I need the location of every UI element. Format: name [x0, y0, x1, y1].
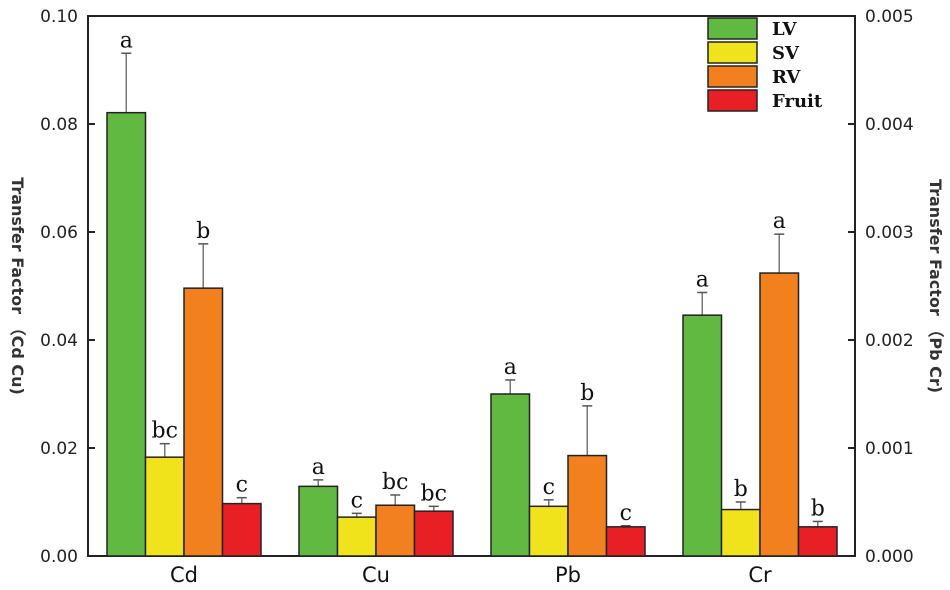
- y-axis-label-right: Transfer Factor （Pb Cr): [926, 179, 945, 393]
- y-tick-label-left: 0.04: [40, 331, 78, 351]
- significance-label: c: [351, 488, 363, 513]
- legend-swatch-lv: [707, 17, 758, 40]
- plot-frame: [87, 15, 856, 557]
- y-tick-label-left: 0.10: [40, 7, 78, 27]
- y-tick-label-right: 0.004: [865, 115, 914, 135]
- significance-label: b: [811, 496, 825, 521]
- significance-label: c: [543, 475, 555, 500]
- significance-label: a: [120, 28, 133, 53]
- significance-label: bc: [421, 481, 447, 506]
- significance-label: b: [734, 477, 748, 502]
- legend-label-rv: RV: [772, 67, 801, 88]
- y-tick-label-right: 0.002: [865, 331, 914, 351]
- y-axis-label-left: Transfer Factor （Cd Cu): [8, 177, 27, 395]
- bar-lv-cd: [106, 111, 147, 557]
- bar-fruit-cu: [413, 510, 454, 557]
- bar-rv-pb: [567, 454, 608, 557]
- legend-label-lv: LV: [772, 19, 798, 40]
- bar-sv-cd: [144, 456, 185, 557]
- significance-label: a: [696, 267, 709, 292]
- y-tick-label-right: 0.001: [865, 439, 914, 459]
- bar-rv-cd: [183, 287, 224, 557]
- bar-rv-cr: [759, 272, 800, 557]
- y-tick-label-left: 0.00: [40, 547, 78, 567]
- significance-label: a: [773, 209, 786, 234]
- significance-label: a: [312, 455, 325, 480]
- legend-label-fruit: Fruit: [772, 91, 823, 112]
- x-tick-label-cd: Cd: [170, 563, 198, 587]
- significance-label: bc: [382, 470, 408, 495]
- y-tick-label-left: 0.02: [40, 439, 78, 459]
- significance-label: c: [236, 473, 248, 498]
- bar-lv-pb: [490, 393, 531, 557]
- bar-fruit-cr: [797, 526, 838, 557]
- y-tick-label-right: 0.003: [865, 223, 914, 243]
- significance-label: c: [620, 501, 632, 526]
- x-tick-label-pb: Pb: [555, 563, 581, 587]
- x-tick-label-cr: Cr: [748, 563, 772, 587]
- bar-sv-cr: [720, 508, 761, 557]
- bar-lv-cu: [298, 485, 339, 557]
- bar-fruit-pb: [605, 526, 646, 557]
- legend-swatch-fruit: [707, 89, 758, 112]
- bar-fruit-cd: [221, 502, 262, 557]
- y-tick-label-left: 0.08: [40, 115, 78, 135]
- significance-label: b: [580, 381, 594, 406]
- significance-label: a: [504, 355, 517, 380]
- bar-sv-cu: [336, 516, 377, 557]
- legend-swatch-sv: [707, 41, 758, 64]
- bar-lv-cr: [682, 314, 723, 557]
- x-tick-label-cu: Cu: [362, 563, 390, 587]
- significance-label: b: [196, 219, 210, 244]
- legend-swatch-rv: [707, 65, 758, 88]
- y-tick-label-right: 0.000: [865, 547, 914, 567]
- y-tick-label-left: 0.06: [40, 223, 78, 243]
- y-tick-label-right: 0.005: [865, 7, 914, 27]
- significance-label: bc: [152, 419, 178, 444]
- legend-label-sv: SV: [772, 43, 800, 64]
- bar-sv-pb: [528, 505, 569, 557]
- bar-rv-cu: [375, 504, 416, 557]
